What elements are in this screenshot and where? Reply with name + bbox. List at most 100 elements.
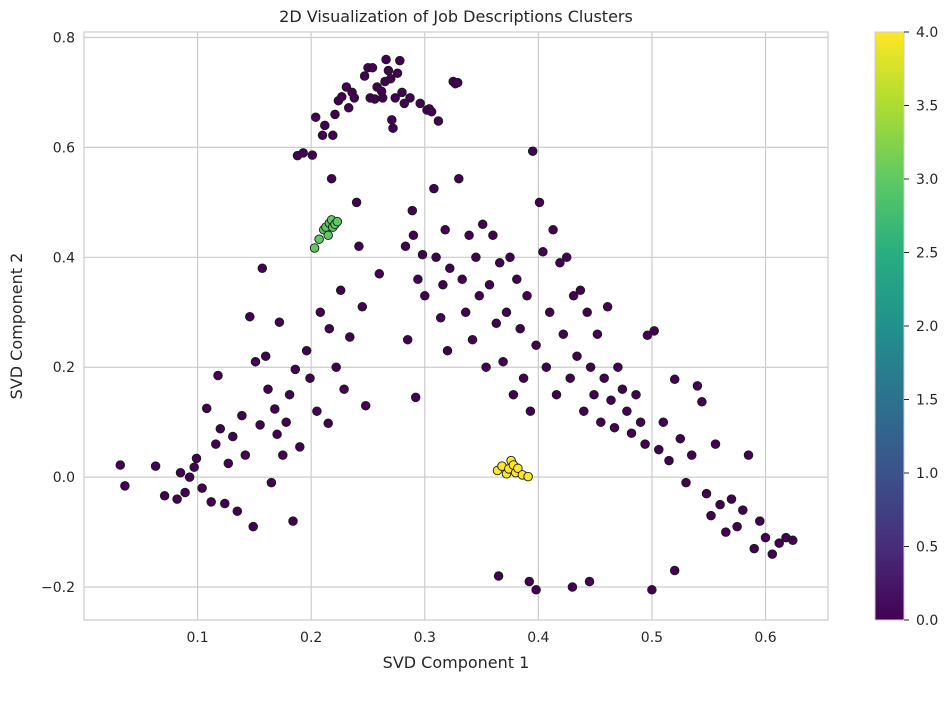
point-cluster-0 xyxy=(774,538,784,548)
point-cluster-0 xyxy=(415,98,425,109)
point-cluster-0 xyxy=(431,252,441,263)
point-cluster-0 xyxy=(609,422,620,433)
point-cluster-0 xyxy=(281,417,291,427)
point-cluster-0 xyxy=(305,373,315,383)
point-cluster-0 xyxy=(377,93,388,103)
point-cluster-0 xyxy=(429,183,439,194)
point-cluster-0 xyxy=(240,450,251,460)
point-cluster-0 xyxy=(531,340,541,350)
point-cluster-0 xyxy=(649,326,659,336)
point-cluster-0 xyxy=(115,460,126,470)
point-cluster-0 xyxy=(522,291,532,301)
point-cluster-0 xyxy=(525,406,536,416)
point-cluster-4 xyxy=(523,471,533,482)
point-cluster-0 xyxy=(555,258,565,268)
point-cluster-0 xyxy=(250,356,261,367)
point-cluster-0 xyxy=(159,491,170,501)
point-cluster-0 xyxy=(359,71,370,81)
point-cluster-0 xyxy=(295,442,305,452)
grid-lines xyxy=(84,32,828,620)
point-cluster-0 xyxy=(197,483,207,493)
point-cluster-0 xyxy=(312,406,322,416)
point-cluster-0 xyxy=(395,55,405,66)
point-cluster-0 xyxy=(320,120,330,131)
point-cluster-0 xyxy=(642,330,653,341)
point-cluster-0 xyxy=(626,428,637,438)
point-cluster-0 xyxy=(360,400,371,411)
point-cluster-0 xyxy=(551,389,562,400)
colorbar xyxy=(874,31,905,621)
x-tick-label: 0.4 xyxy=(527,630,549,646)
y-axis-ticks: −0.2 0.0 0.2 0.4 0.6 0.8 xyxy=(41,30,75,596)
point-cluster-0 xyxy=(494,258,505,268)
point-cluster-0 xyxy=(491,318,502,329)
scatter-points xyxy=(115,54,798,595)
point-cluster-0 xyxy=(349,93,360,103)
point-cluster-0 xyxy=(407,205,418,216)
chart-title: 2D Visualization of Job Descriptions Clu… xyxy=(279,7,633,26)
point-cluster-0 xyxy=(223,458,234,469)
point-cluster-0 xyxy=(388,123,398,133)
point-cluster-0 xyxy=(640,439,650,449)
point-cluster-0 xyxy=(669,565,680,576)
point-cluster-0 xyxy=(484,280,495,290)
point-cluster-0 xyxy=(191,453,202,464)
point-cluster-0 xyxy=(390,93,400,103)
point-cluster-0 xyxy=(471,252,481,263)
point-cluster-0 xyxy=(357,302,368,312)
point-cluster-0 xyxy=(732,521,742,532)
point-cluster-0 xyxy=(454,173,464,184)
point-cluster-0 xyxy=(749,543,759,554)
point-cluster-0 xyxy=(331,362,341,372)
point-cluster-0 xyxy=(351,197,362,208)
point-cluster-0 xyxy=(272,429,282,440)
point-cluster-0 xyxy=(337,92,347,102)
point-cluster-4 xyxy=(513,463,523,474)
y-tick-label: −0.2 xyxy=(41,580,75,596)
point-cluster-0 xyxy=(232,506,243,516)
point-cluster-0 xyxy=(527,146,538,156)
point-cluster-0 xyxy=(339,384,349,394)
point-cluster-0 xyxy=(498,356,508,367)
point-cluster-0 xyxy=(675,433,686,444)
colorbar-tick-label: 4.0 xyxy=(916,25,938,41)
point-cluster-0 xyxy=(248,521,258,532)
x-tick-label: 0.1 xyxy=(186,630,208,646)
point-cluster-0 xyxy=(686,450,697,460)
point-cluster-0 xyxy=(548,225,558,235)
point-cluster-3 xyxy=(314,234,324,244)
point-cluster-0 xyxy=(215,424,226,434)
point-cluster-0 xyxy=(501,307,512,318)
point-cluster-0 xyxy=(417,249,428,260)
point-cluster-0 xyxy=(524,576,535,587)
point-cluster-0 xyxy=(345,332,355,342)
point-cluster-0 xyxy=(474,291,485,301)
point-cluster-0 xyxy=(464,230,474,241)
point-cluster-0 xyxy=(180,487,190,498)
point-cluster-0 xyxy=(755,516,765,526)
point-cluster-3 xyxy=(332,216,343,227)
point-cluster-0 xyxy=(400,241,411,252)
point-cluster-0 xyxy=(738,505,748,515)
point-cluster-0 xyxy=(541,362,552,372)
point-cluster-0 xyxy=(584,576,595,587)
point-cluster-0 xyxy=(263,384,273,394)
point-cluster-0 xyxy=(335,285,346,296)
point-cluster-3 xyxy=(323,230,333,241)
point-cluster-0 xyxy=(413,274,423,285)
point-cluster-0 xyxy=(697,397,707,407)
point-cluster-0 xyxy=(631,389,641,400)
point-cluster-0 xyxy=(387,115,397,125)
point-cluster-0 xyxy=(330,109,340,120)
point-cluster-0 xyxy=(592,329,603,339)
colorbar-tick-label: 0.5 xyxy=(916,540,938,556)
point-cluster-3 xyxy=(309,243,320,253)
point-cluster-0 xyxy=(715,499,725,510)
point-cluster-0 xyxy=(211,439,221,449)
point-cluster-0 xyxy=(467,334,478,345)
point-cluster-0 xyxy=(606,395,616,405)
point-cluster-0 xyxy=(568,291,579,301)
point-cluster-0 xyxy=(433,116,444,126)
colorbar-tick-label: 2.5 xyxy=(916,246,938,262)
colorbar-ticks: 0.0 0.5 1.0 1.5 2.0 2.5 3.0 3.5 4.0 xyxy=(904,25,938,629)
